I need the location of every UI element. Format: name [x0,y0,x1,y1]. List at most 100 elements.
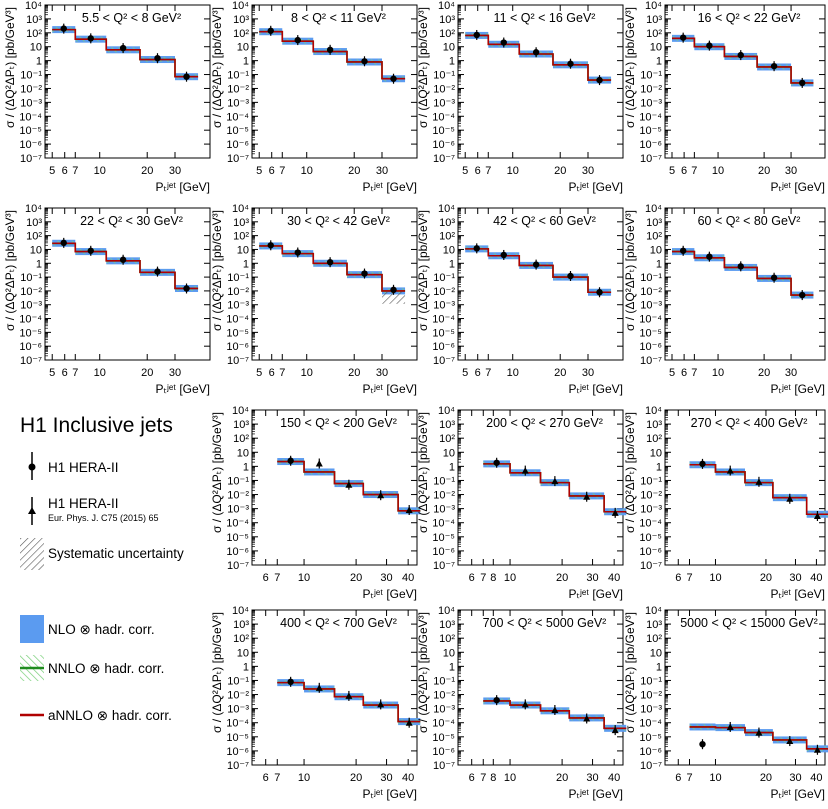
y-tick-label: 10⁻³ [227,504,249,516]
data-point [390,286,397,294]
y-tick-label: 10⁻⁴ [639,314,662,326]
x-tick-label: 7 [485,367,491,379]
y-tick-label: 1 [243,461,249,473]
panel-title: 42 < Q² < 60 GeV² [493,214,596,228]
x-tick-label: 7 [279,367,285,379]
y-tick-label: 10⁻³ [640,704,662,716]
panel-6: 10⁻⁷10⁻⁶10⁻⁵10⁻⁴10⁻³10⁻²10⁻¹11010²10³10⁴… [416,203,624,396]
x-tick-label: 20 [141,367,153,379]
panel-1: 10⁻⁷ 10⁻⁶ 10⁻⁵ 10⁻⁴ 10⁻³ 10⁻²10⁻¹ 1 10 10² 10³ 10⁴… [210,0,418,194]
panel-frame [664,409,826,566]
x-tick-label: 7 [686,572,692,584]
panel-10: 10⁻⁷ 10⁻⁶ 10⁻⁵ 10⁻⁴ 10⁻³ 10⁻² 10⁻¹ 1 10 10² 10³ 10⁴… [623,405,828,601]
nnlo-line [465,34,612,81]
data-point [326,46,334,54]
data-point [770,274,778,281]
y-tick-label: 10⁻⁴ [19,314,42,326]
y-tick-label: 10⁻⁶ [639,139,662,151]
data-point [294,36,301,44]
data-point [390,75,397,82]
y-tick-label: 10⁻¹ [433,272,455,284]
y-tick-label: 10⁻⁵ [639,327,662,339]
x-tick-label: 30 [169,165,181,177]
y-tick-label: 10⁴ [645,0,662,12]
legend-reference: Eur. Phys. J. C75 (2015) 65 [48,513,159,523]
y-tick-label: 10⁻⁶ [432,139,455,151]
y-tick-label: 10⁴ [25,0,42,12]
legend-label-systematic: Systematic uncertainty [48,546,184,561]
panel-frame [457,609,624,766]
panel-3: 10⁻⁷ 10⁻⁶ 10⁻⁵ 10⁻⁴ 10⁻³ 10⁻²10⁻¹ 1 10 10² 10³ 10⁴… [623,0,826,194]
x-tick-label: 20 [760,572,772,584]
y-tick-label: 10⁻⁶ [432,341,455,353]
annlo-line [277,681,421,723]
y-tick-label: 10⁴ [438,405,455,417]
data-point [287,678,294,686]
y-tick-label: 1 [449,56,455,68]
legend-label-annlo: aNNLO ⊗ hadr. corr. [48,708,172,723]
legend-entry-systematic: Systematic uncertainty [20,538,184,570]
x-axis-label: Pₜʲᵉᵗ [GeV] [568,787,623,801]
x-tick-label: 6 [269,165,275,177]
y-tick-label: 10 [650,447,662,459]
x-tick-label: 5 [669,367,675,379]
data-point [755,478,763,485]
x-tick-label: 6 [475,367,481,379]
y-tick-label: 10⁻⁷ [640,355,662,367]
y-tick-label: 10⁻⁷ [227,153,249,165]
x-tick-label: 10 [298,772,310,784]
x-tick-label: 10 [301,367,313,379]
y-tick-label: 10⁻¹ [227,272,249,284]
annlo-line [672,250,814,296]
data-point [361,58,368,65]
x-tick-label: 6 [62,367,68,379]
y-tick-label: 10⁻⁴ [639,518,662,530]
panel-11: 10⁻⁷ 10⁻⁶ 10⁻⁵ 10⁻⁴ 10⁻³ 10⁻² 10⁻¹ 1 10 10² 10³ 10⁴… [210,605,421,801]
y-tick-label: 10² [26,28,42,40]
y-tick-label: 10⁻⁴ [226,111,249,123]
panel-frame [44,207,211,361]
legend-entry-h1-circle: H1 HERA-II [28,452,119,480]
y-tick-label: 10⁻⁶ [226,341,249,353]
x-tick-label: 10 [94,165,106,177]
data-point [699,460,706,468]
y-axis-label: σ / (ΔQ²ΔPₜ) [pb/GeV³] [210,612,224,733]
y-tick-label: 1 [449,258,455,270]
y-tick-label: 10⁻⁷ [640,153,662,165]
data-point [813,512,821,520]
data-point [361,270,368,277]
x-tick-label: 7 [691,367,697,379]
data-point [315,684,323,691]
y-tick-label: 10⁻² [20,286,42,298]
y-tick-label: 10⁻⁵ [432,125,455,137]
data-point [679,247,687,254]
annlo-line [672,37,814,84]
legend-entry-annlo: aNNLO ⊗ hadr. corr. [20,708,172,723]
x-tick-label: 10 [298,572,310,584]
y-tick-label: 10² [646,433,662,445]
data-point [551,477,559,485]
y-tick-label: 10⁻⁶ [226,546,249,558]
annlo-line [689,463,828,516]
x-tick-label: 6 [675,572,681,584]
x-tick-label: 20 [758,367,770,379]
y-tick-label: 10⁻⁴ [432,111,455,123]
y-tick-label: 10⁻² [20,83,42,95]
panel-title: 22 < Q² < 30 GeV² [80,214,183,228]
legend-entry-nlo: NLO ⊗ hadr. corr. [20,615,155,643]
x-tick-label: 10 [709,572,721,584]
annlo-line [52,242,199,290]
data-point [567,272,574,280]
x-tick-label: 10 [507,367,519,379]
y-tick-label: 10⁻⁵ [226,732,249,744]
y-tick-label: 10⁻⁶ [226,746,249,758]
y-tick-label: 10 [443,447,455,459]
x-tick-label: 40 [402,572,414,584]
y-tick-label: 10⁻¹ [433,475,455,487]
panel-frame [251,207,418,361]
y-axis-label: σ / (ΔQ²ΔPₜ) [pb/GeV³] [623,210,637,331]
x-tick-label: 40 [810,572,822,584]
x-tick-label: 30 [586,572,598,584]
nnlo-line [259,245,406,292]
